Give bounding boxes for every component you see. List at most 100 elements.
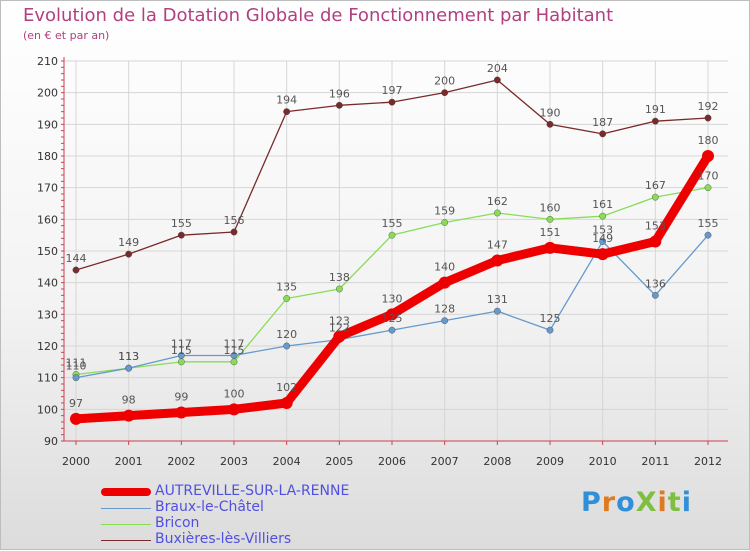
y-tick-label: 100 <box>37 403 58 416</box>
series-1-point <box>493 307 501 315</box>
series-3-point <box>388 98 396 106</box>
series-1-point <box>388 326 396 334</box>
x-tick-label: 2012 <box>694 455 722 468</box>
y-tick-label: 180 <box>37 150 58 163</box>
chart-title: Evolution de la Dotation Globale de Fonc… <box>23 5 614 26</box>
series-1-data-label: 131 <box>487 293 508 306</box>
y-tick-label: 170 <box>37 182 58 195</box>
series-0-data-label: 98 <box>122 394 136 407</box>
series-1-data-label: 128 <box>434 303 455 316</box>
series-0-point <box>122 409 135 422</box>
series-0-data-label: 102 <box>276 381 297 394</box>
y-tick-label: 160 <box>37 213 58 226</box>
series-0-data-label: 153 <box>645 220 666 233</box>
series-1-point <box>230 352 238 359</box>
series-3-point <box>230 228 238 236</box>
series-1-data-label: 125 <box>382 312 403 325</box>
series-0-point <box>333 330 346 343</box>
series-0-point <box>386 308 398 321</box>
y-tick-label: 120 <box>37 340 58 353</box>
y-tick-label: 110 <box>37 372 58 385</box>
legend-item-bricon: Bricon <box>101 515 421 533</box>
series-2-point <box>546 215 554 223</box>
series-1-data-label: 113 <box>118 350 139 363</box>
x-tick-label: 2011 <box>641 455 669 468</box>
series-3-data-label: 197 <box>382 84 403 97</box>
series-2-data-label: 167 <box>645 179 666 192</box>
series-3-data-label: 144 <box>66 252 87 265</box>
series-3-data-label: 192 <box>698 100 719 113</box>
series-0-point <box>70 412 82 425</box>
series-0-point <box>544 241 556 254</box>
x-tick-label: 2006 <box>378 455 406 468</box>
series-2-data-label: 138 <box>329 271 350 284</box>
series-0-data-label: 140 <box>434 261 455 274</box>
series-3-point <box>441 89 449 97</box>
series-1-point <box>546 326 554 334</box>
series-2-point <box>599 212 607 220</box>
y-tick-label: 140 <box>37 277 58 290</box>
series-2-data-label: 160 <box>540 201 561 214</box>
series-1-data-label: 117 <box>224 338 245 351</box>
series-2-data-label: 111 <box>66 357 87 370</box>
series-2-point <box>335 285 343 293</box>
series-3-point <box>493 76 501 84</box>
series-3-point <box>177 231 185 239</box>
series-0-data-label: 130 <box>382 292 403 305</box>
chart-subtitle: (en € et par an) <box>23 29 110 42</box>
series-2-point <box>651 193 659 201</box>
y-tick-label: 90 <box>44 435 58 448</box>
series-1-data-label: 110 <box>66 360 87 373</box>
series-0-point <box>280 397 293 409</box>
series-2-point <box>177 358 185 366</box>
series-2-data-label: 170 <box>698 170 719 183</box>
x-tick-label: 2000 <box>62 455 90 468</box>
series-3-data-label: 149 <box>118 236 139 249</box>
series-0-point <box>596 248 609 261</box>
series-1-point <box>177 352 185 359</box>
series-3-data-label: 200 <box>434 75 455 88</box>
series-3-data-label: 191 <box>645 103 666 116</box>
series-0-point <box>702 150 714 162</box>
y-tick-label: 200 <box>37 87 58 100</box>
x-tick-label: 2004 <box>273 455 301 468</box>
series-1-point <box>125 364 133 372</box>
series-3-point <box>335 101 343 109</box>
series-1-point <box>72 374 80 382</box>
legend-label-bricon: Bricon <box>155 515 200 531</box>
series-0-data-label: 180 <box>698 134 719 147</box>
series-0-point <box>649 235 662 248</box>
x-tick-label: 2003 <box>220 455 248 468</box>
proxiti-logo: ProXiti <box>581 487 692 518</box>
series-0-point <box>438 276 451 289</box>
series-0-data-label: 149 <box>592 232 613 245</box>
legend-item-buxieres: Buxières-lès-Villiers <box>101 531 421 549</box>
legend-item-autreville: AUTREVILLE-SUR-LA-RENNE <box>101 483 421 501</box>
series-2-data-label: 161 <box>592 198 613 211</box>
series-3-data-label: 187 <box>592 116 613 129</box>
series-2-point <box>704 184 712 192</box>
series-2-data-label: 115 <box>171 344 192 357</box>
series-1-data-label: 120 <box>276 328 297 341</box>
series-0-data-label: 99 <box>174 391 188 404</box>
series-2-point <box>230 358 238 366</box>
y-tick-label: 190 <box>37 118 58 131</box>
series-3-point <box>72 266 80 274</box>
legend-label-buxieres: Buxières-lès-Villiers <box>155 531 292 547</box>
legend-swatch-bricon <box>101 524 151 525</box>
series-3-data-label: 156 <box>224 214 245 227</box>
legend: AUTREVILLE-SUR-LA-RENNE Braux-le-Châtel … <box>101 483 421 549</box>
series-0-data-label: 100 <box>224 387 245 400</box>
series-1-data-label: 136 <box>645 277 666 290</box>
series-1-point <box>704 231 712 239</box>
series-3-point <box>283 108 291 116</box>
series-2-data-label: 135 <box>276 281 297 294</box>
series-0-point <box>175 406 188 419</box>
x-tick-label: 2007 <box>431 455 459 468</box>
series-3-point <box>651 117 659 125</box>
series-3-data-label: 196 <box>329 87 350 100</box>
legend-swatch-buxieres <box>101 540 151 541</box>
series-3-point <box>546 120 554 128</box>
